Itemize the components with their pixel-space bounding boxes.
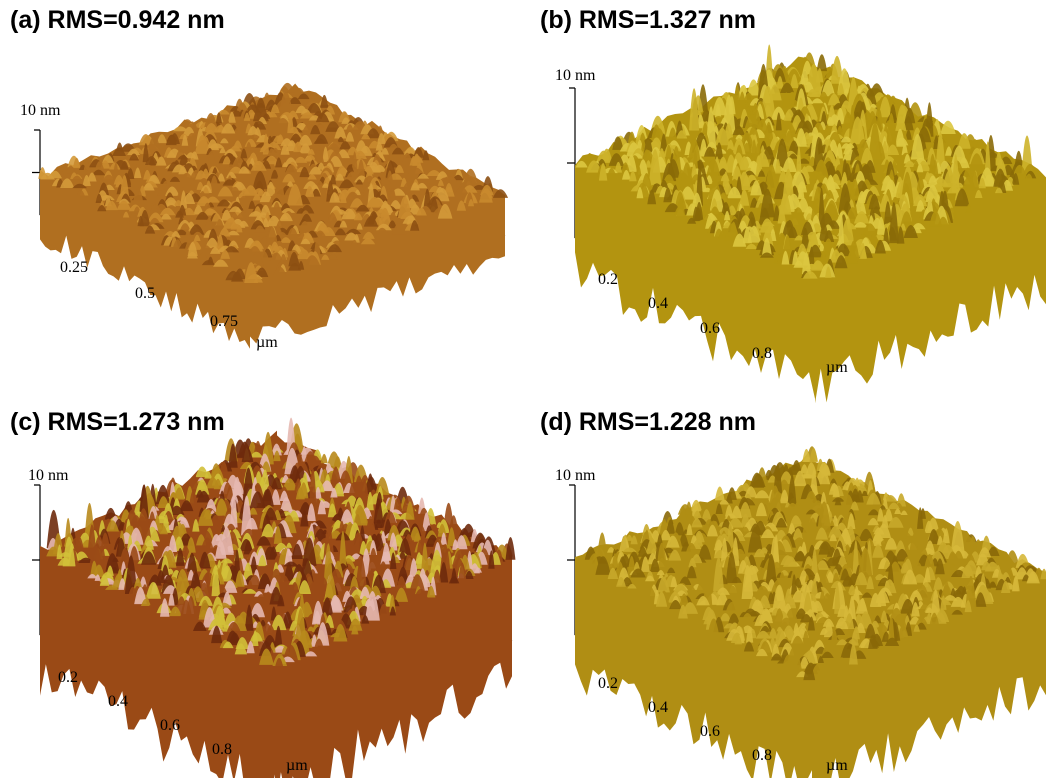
x-tick-label: 0.8 <box>212 741 232 758</box>
surface-peak <box>715 487 725 501</box>
surface-peak <box>506 537 516 560</box>
surface-peak <box>817 54 827 71</box>
rms-value: RMS=0.942 nm <box>48 6 225 34</box>
x-tick-label: 0.6 <box>700 320 720 337</box>
x-tick-label: 0.4 <box>648 295 668 312</box>
panel-title: (d) RMS=1.228 nm <box>540 408 756 436</box>
z-axis <box>32 130 40 215</box>
axis-unit: µm <box>256 334 278 351</box>
z-label: 10 nm <box>555 67 596 84</box>
x-tick-label: 0.6 <box>700 723 720 740</box>
panel: (b) RMS=1.327 nm 10 nm 0.2 0.4 0.6 0.8 µm <box>540 6 1046 403</box>
x-tick-label: 0.2 <box>598 675 618 692</box>
x-tick-label: 0.4 <box>648 699 668 716</box>
x-tick-label: 0.25 <box>60 259 88 276</box>
surface <box>40 83 505 348</box>
surface-peak <box>940 121 956 134</box>
panel: (a) RMS=0.942 nm 10 nm 0.25 0.5 0.75 µm <box>10 6 508 351</box>
x-tick-label: 0.2 <box>598 271 618 288</box>
rms-value: RMS=1.228 nm <box>579 408 756 436</box>
z-axis <box>567 485 575 635</box>
panel: (d) RMS=1.228 nm 10 nm 0.2 0.4 0.6 0.8 µm <box>540 408 1046 778</box>
panel-title: (b) RMS=1.327 nm <box>540 6 756 34</box>
panel-title: (c) RMS=1.273 nm <box>10 408 225 436</box>
surface-peak <box>321 454 328 463</box>
z-axis <box>32 485 40 635</box>
surface-peak <box>689 88 699 130</box>
x-tick-label: 0.8 <box>752 345 772 362</box>
x-tick-label: 0.4 <box>108 693 128 710</box>
z-axis <box>567 88 575 238</box>
panel: (c) RMS=1.273 nm 10 nm 0.2 0.4 0.6 0.8 µm <box>10 408 515 778</box>
z-label: 10 nm <box>20 102 61 119</box>
panel-label: (c) <box>10 408 41 436</box>
z-label: 10 nm <box>555 467 596 484</box>
axis-unit: µm <box>826 359 848 376</box>
rms-value: RMS=1.273 nm <box>48 408 225 436</box>
panel-label: (a) <box>10 6 41 34</box>
x-tick-label: 0.2 <box>58 669 78 686</box>
x-tick-label: 0.6 <box>160 717 180 734</box>
panel-title: (a) RMS=0.942 nm <box>10 6 225 34</box>
panel-label: (b) <box>540 6 572 34</box>
panel-label: (d) <box>540 408 572 436</box>
axis-unit: µm <box>826 757 848 774</box>
figure: (a) RMS=0.942 nm10 nm0.250.50.75µm(b) RM… <box>0 0 1046 778</box>
x-tick-label: 0.75 <box>210 313 238 330</box>
x-tick-label: 0.8 <box>752 747 772 764</box>
z-label: 10 nm <box>28 467 69 484</box>
panels: (a) RMS=0.942 nm10 nm0.250.50.75µm(b) RM… <box>10 6 1046 778</box>
rms-value: RMS=1.327 nm <box>579 6 756 34</box>
x-tick-label: 0.5 <box>135 285 155 302</box>
axis-unit: µm <box>286 757 308 774</box>
